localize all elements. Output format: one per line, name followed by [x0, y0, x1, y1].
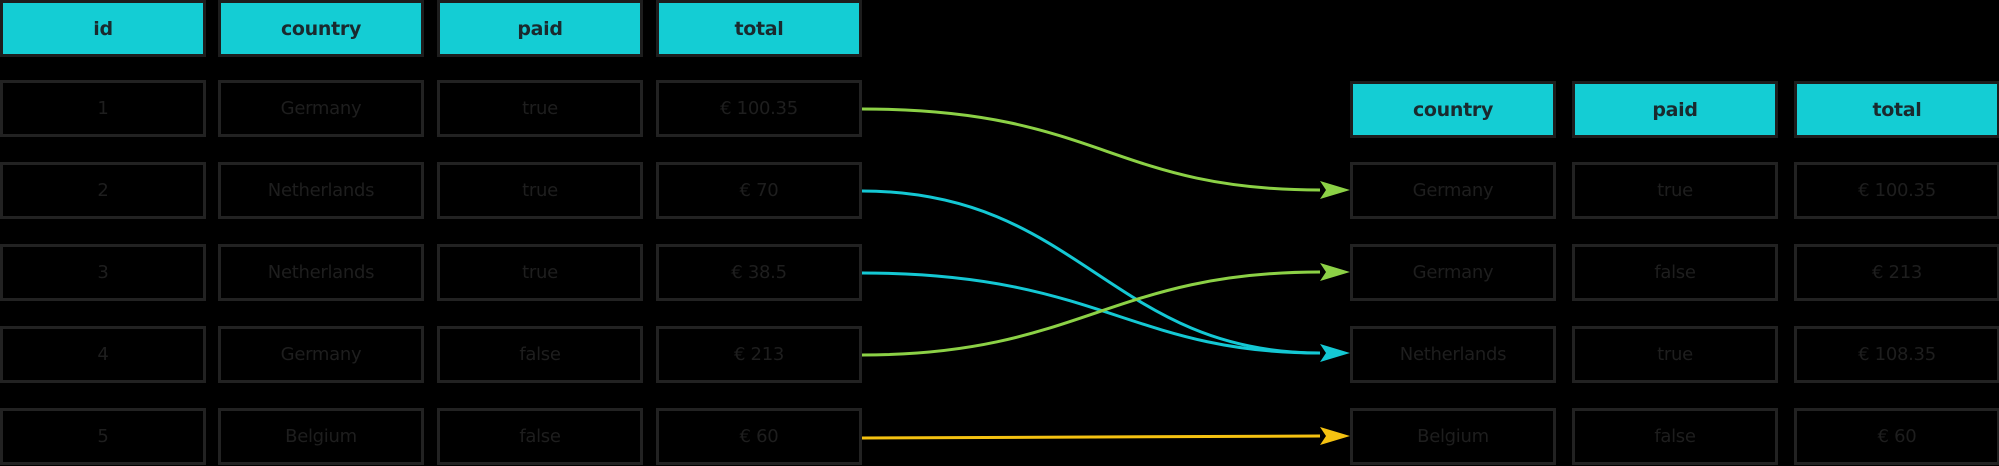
arrowhead-icon	[1320, 427, 1350, 445]
source-cell-country: Germany	[218, 326, 424, 383]
source-cell-total: € 60	[656, 408, 862, 465]
result-cell-paid: false	[1572, 244, 1778, 301]
connector-row5-to-belgium	[861, 427, 1350, 445]
source-cell-country: Netherlands	[218, 162, 424, 219]
source-cell-total: € 100.35	[656, 80, 862, 137]
source-header-country: country	[218, 0, 424, 57]
source-cell-total: € 213	[656, 326, 862, 383]
arrowhead-icon	[1320, 181, 1350, 199]
source-cell-country: Netherlands	[218, 244, 424, 301]
source-cell-paid: true	[437, 80, 643, 137]
source-cell-total: € 70	[656, 162, 862, 219]
result-header-country: country	[1350, 81, 1556, 138]
result-cell-country: Belgium	[1350, 408, 1556, 465]
source-header-total: total	[656, 0, 862, 57]
connector-row1-to-germany-true	[861, 107, 1350, 199]
source-header-paid: paid	[437, 0, 643, 57]
result-cell-total: € 60	[1794, 408, 1999, 465]
source-cell-paid: false	[437, 326, 643, 383]
source-cell-paid: true	[437, 244, 643, 301]
source-header-id: id	[0, 0, 206, 57]
result-cell-paid: false	[1572, 408, 1778, 465]
result-cell-country: Germany	[1350, 244, 1556, 301]
source-cell-id: 1	[0, 80, 206, 137]
source-cell-paid: true	[437, 162, 643, 219]
result-header-paid: paid	[1572, 81, 1778, 138]
source-cell-id: 5	[0, 408, 206, 465]
source-cell-country: Belgium	[218, 408, 424, 465]
source-cell-paid: false	[437, 408, 643, 465]
result-cell-total: € 108.35	[1794, 326, 1999, 383]
source-cell-country: Germany	[218, 80, 424, 137]
result-header-total: total	[1794, 81, 1999, 138]
source-cell-id: 4	[0, 326, 206, 383]
result-cell-total: € 213	[1794, 244, 1999, 301]
result-cell-country: Netherlands	[1350, 326, 1556, 383]
connector-row4-to-germany-false	[861, 263, 1350, 357]
arrowhead-icon	[1320, 263, 1350, 281]
source-cell-id: 2	[0, 162, 206, 219]
result-cell-total: € 100.35	[1794, 162, 1999, 219]
connector-row2-to-netherlands	[861, 189, 1321, 355]
source-cell-total: € 38.5	[656, 244, 862, 301]
result-cell-country: Germany	[1350, 162, 1556, 219]
result-cell-paid: true	[1572, 162, 1778, 219]
source-cell-id: 3	[0, 244, 206, 301]
arrowhead-icon	[1320, 344, 1350, 362]
result-cell-paid: true	[1572, 326, 1778, 383]
connector-row3-to-netherlands	[861, 271, 1350, 362]
